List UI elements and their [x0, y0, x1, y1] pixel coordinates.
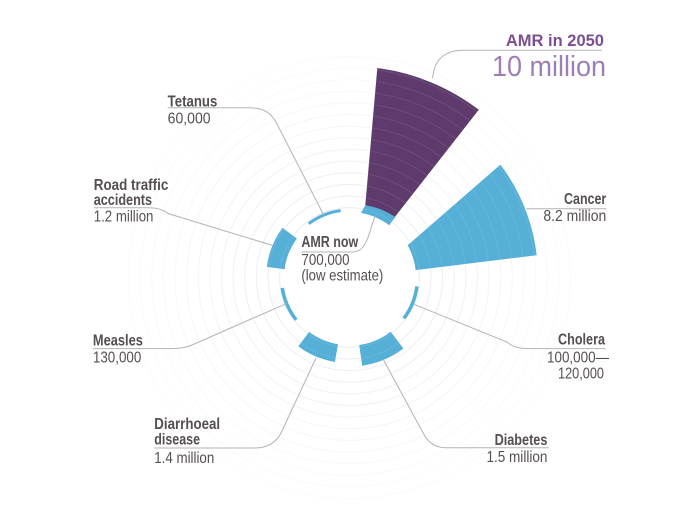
svg-text:AMR in 2050: AMR in 2050 [506, 32, 604, 50]
svg-text:1.4 million: 1.4 million [154, 450, 214, 467]
svg-text:700,000: 700,000 [301, 252, 349, 269]
svg-text:accidents: accidents [94, 192, 152, 210]
svg-text:Diarrhoeal: Diarrhoeal [154, 416, 220, 433]
svg-text:1.5 million: 1.5 million [486, 449, 547, 466]
svg-text:1.2 million: 1.2 million [94, 208, 154, 225]
svg-text:Cancer: Cancer [564, 191, 607, 209]
svg-text:10 million: 10 million [492, 50, 606, 82]
svg-text:disease: disease [154, 431, 200, 449]
svg-text:(low estimate): (low estimate) [301, 267, 383, 284]
svg-text:100,000—: 100,000— [547, 350, 609, 367]
svg-text:Measles: Measles [93, 332, 143, 350]
svg-text:Tetanus: Tetanus [168, 93, 218, 110]
svg-text:AMR now: AMR now [301, 233, 359, 251]
svg-text:8.2 million: 8.2 million [543, 207, 606, 225]
svg-text:Road traffic: Road traffic [94, 177, 169, 194]
svg-text:Diabetes: Diabetes [495, 432, 548, 450]
svg-text:120,000: 120,000 [558, 365, 604, 383]
svg-text:130,000: 130,000 [93, 349, 141, 366]
svg-text:Cholera: Cholera [558, 331, 606, 349]
svg-text:60,000: 60,000 [168, 110, 211, 128]
